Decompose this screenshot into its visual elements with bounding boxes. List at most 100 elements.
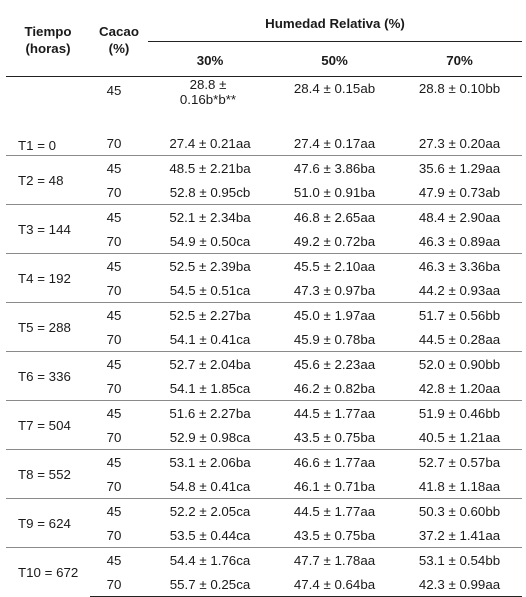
table-header: Tiempo (horas) Cacao (%) Humedad Relativ… bbox=[6, 3, 523, 77]
header-30: 30% bbox=[148, 41, 272, 77]
time-label: T5 = 288 bbox=[6, 302, 90, 352]
value-30: 54.4 ± 1.76ca bbox=[148, 547, 272, 572]
header-tiempo-line2: (horas) bbox=[25, 40, 71, 56]
table-row: 70 54.1 ± 1.85ca 46.2 ± 0.82ba 42.8 ± 1.… bbox=[6, 376, 522, 401]
header-tiempo: Tiempo (horas) bbox=[6, 3, 90, 77]
value-50: 43.5 ± 0.75ba bbox=[293, 527, 376, 543]
time-label: T4 = 192 bbox=[6, 253, 90, 303]
value-30: 54.5 ± 0.51ca bbox=[169, 282, 251, 298]
cacao-value: 45 bbox=[90, 302, 148, 327]
value-30: 52.9 ± 0.98ca bbox=[169, 429, 251, 445]
value-50: 46.6 ± 1.77aa bbox=[272, 449, 397, 474]
cacao-value: 70 bbox=[106, 135, 122, 151]
value-70: 47.9 ± 0.73ab bbox=[418, 184, 501, 200]
value-50: 46.1 ± 0.71ba bbox=[293, 478, 376, 494]
value-70: 27.3 ± 0.20aa bbox=[418, 135, 501, 151]
value-30: 52.1 ± 2.34ba bbox=[148, 204, 272, 229]
value-30: 55.7 ± 0.25ca bbox=[148, 572, 272, 597]
table-row: 70 52.8 ± 0.95cb 51.0 ± 0.91ba 47.9 ± 0.… bbox=[6, 180, 522, 205]
value-50: 44.5 ± 1.77aa bbox=[272, 498, 397, 523]
cacao-value: 45 bbox=[90, 498, 148, 523]
cacao-value: 70 bbox=[90, 572, 148, 597]
value-30: 52.5 ± 2.39ba bbox=[148, 253, 272, 278]
value-50: 28.4 ± 0.15ab bbox=[293, 81, 376, 96]
cacao-value: 45 bbox=[90, 253, 148, 278]
value-50: 45.6 ± 2.23aa bbox=[272, 351, 397, 376]
cacao-value: 45 bbox=[90, 449, 148, 474]
value-50: 45.0 ± 1.97aa bbox=[272, 302, 397, 327]
time-label: T8 = 552 bbox=[6, 449, 90, 499]
time-label: T10 = 672 bbox=[6, 547, 90, 597]
value-30: 54.9 ± 0.50ca bbox=[169, 233, 251, 249]
value-30: 54.1 ± 1.85ca bbox=[169, 380, 251, 396]
header-50: 50% bbox=[272, 41, 397, 77]
value-50: 27.4 ± 0.17aa bbox=[293, 135, 376, 151]
value-30-line2: 0.16b*b** bbox=[179, 92, 237, 107]
value-30: 51.6 ± 2.27ba bbox=[148, 400, 272, 425]
header-humedad-relativa: Humedad Relativa (%) bbox=[148, 3, 523, 42]
cacao-value: 45 bbox=[90, 400, 148, 425]
cacao-value: 45 bbox=[106, 83, 122, 98]
value-70: 41.8 ± 1.18aa bbox=[418, 478, 501, 494]
table-row: T9 = 624 45 52.2 ± 2.05ca 44.5 ± 1.77aa … bbox=[6, 498, 523, 548]
table-row: 70 52.9 ± 0.98ca 43.5 ± 0.75ba 40.5 ± 1.… bbox=[6, 425, 522, 450]
time-label: T7 = 504 bbox=[6, 400, 90, 450]
value-30: 27.4 ± 0.21aa bbox=[169, 135, 251, 151]
cacao-value: 45 bbox=[90, 204, 148, 229]
value-30: 53.5 ± 0.44ca bbox=[169, 527, 251, 543]
value-50: 47.6 ± 3.86ba bbox=[272, 155, 397, 180]
value-70: 51.9 ± 0.46bb bbox=[397, 400, 523, 425]
value-30: 54.8 ± 0.41ca bbox=[169, 478, 251, 494]
time-label: T6 = 336 bbox=[6, 351, 90, 401]
time-label: T1 = 0 bbox=[18, 138, 57, 153]
header-cacao-line1: Cacao bbox=[99, 23, 139, 39]
value-30: 53.1 ± 2.06ba bbox=[148, 449, 272, 474]
value-50: 45.9 ± 0.78ba bbox=[293, 331, 376, 347]
table-body: T1 = 0 45 28.8 ± 0.16b*b** 28.4 ± 0.15ab… bbox=[6, 77, 523, 597]
time-label: T2 = 48 bbox=[6, 155, 90, 205]
header-70: 70% bbox=[397, 41, 523, 77]
value-50: 43.5 ± 0.75ba bbox=[293, 429, 376, 445]
value-30-line1: 28.8 ± bbox=[189, 77, 227, 92]
value-30: 52.7 ± 2.04ba bbox=[148, 351, 272, 376]
table-row: T2 = 48 45 48.5 ± 2.21ba 47.6 ± 3.86ba 3… bbox=[6, 155, 523, 205]
cacao-value: 45 bbox=[90, 547, 148, 572]
value-70: 28.8 ± 0.10bb bbox=[418, 81, 501, 96]
table-row: T3 = 144 45 52.1 ± 2.34ba 46.8 ± 2.65aa … bbox=[6, 204, 523, 254]
value-50: 47.7 ± 1.78aa bbox=[272, 547, 397, 572]
table-row: 70 27.4 ± 0.21aa 27.4 ± 0.17aa 27.3 ± 0.… bbox=[6, 131, 522, 156]
value-70: 40.5 ± 1.21aa bbox=[418, 429, 501, 445]
header-tiempo-line1: Tiempo bbox=[24, 23, 72, 39]
table-row: T4 = 192 45 52.5 ± 2.39ba 45.5 ± 2.10aa … bbox=[6, 253, 523, 303]
value-50: 44.5 ± 1.77aa bbox=[272, 400, 397, 425]
table-row: 70 54.9 ± 0.50ca 49.2 ± 0.72ba 46.3 ± 0.… bbox=[6, 229, 522, 254]
time-label: T9 = 624 bbox=[6, 498, 90, 548]
value-30: 28.8 ± 0.16b*b** bbox=[148, 77, 272, 132]
value-70: 53.1 ± 0.54bb bbox=[397, 547, 523, 572]
cacao-value: 70 bbox=[106, 184, 122, 200]
cacao-value: 45 bbox=[90, 155, 148, 180]
value-70: 51.7 ± 0.56bb bbox=[397, 302, 523, 327]
value-50: 46.8 ± 2.65aa bbox=[272, 204, 397, 229]
value-70: 52.7 ± 0.57ba bbox=[397, 449, 523, 474]
table-row: 70 54.1 ± 0.41ca 45.9 ± 0.78ba 44.5 ± 0.… bbox=[6, 327, 522, 352]
value-30: 52.8 ± 0.95cb bbox=[169, 184, 251, 200]
value-70: 50.3 ± 0.60bb bbox=[397, 498, 523, 523]
header-cacao-line2: (%) bbox=[108, 40, 130, 56]
humidity-table: Tiempo (horas) Cacao (%) Humedad Relativ… bbox=[6, 3, 523, 597]
value-70: 42.8 ± 1.20aa bbox=[418, 380, 501, 396]
value-50: 47.4 ± 0.64ba bbox=[272, 572, 397, 597]
value-70: 35.6 ± 1.29aa bbox=[397, 155, 523, 180]
header-cacao: Cacao (%) bbox=[90, 3, 148, 77]
cacao-value: 70 bbox=[106, 282, 122, 298]
cacao-value: 70 bbox=[106, 233, 122, 249]
cacao-value: 70 bbox=[106, 527, 122, 543]
table-row: T8 = 552 45 53.1 ± 2.06ba 46.6 ± 1.77aa … bbox=[6, 449, 523, 499]
value-70: 44.2 ± 0.93aa bbox=[418, 282, 501, 298]
value-30: 54.1 ± 0.41ca bbox=[169, 331, 251, 347]
value-50: 51.0 ± 0.91ba bbox=[293, 184, 376, 200]
value-30: 48.5 ± 2.21ba bbox=[148, 155, 272, 180]
value-70: 42.3 ± 0.99aa bbox=[397, 572, 523, 597]
cacao-value: 70 bbox=[106, 380, 122, 396]
